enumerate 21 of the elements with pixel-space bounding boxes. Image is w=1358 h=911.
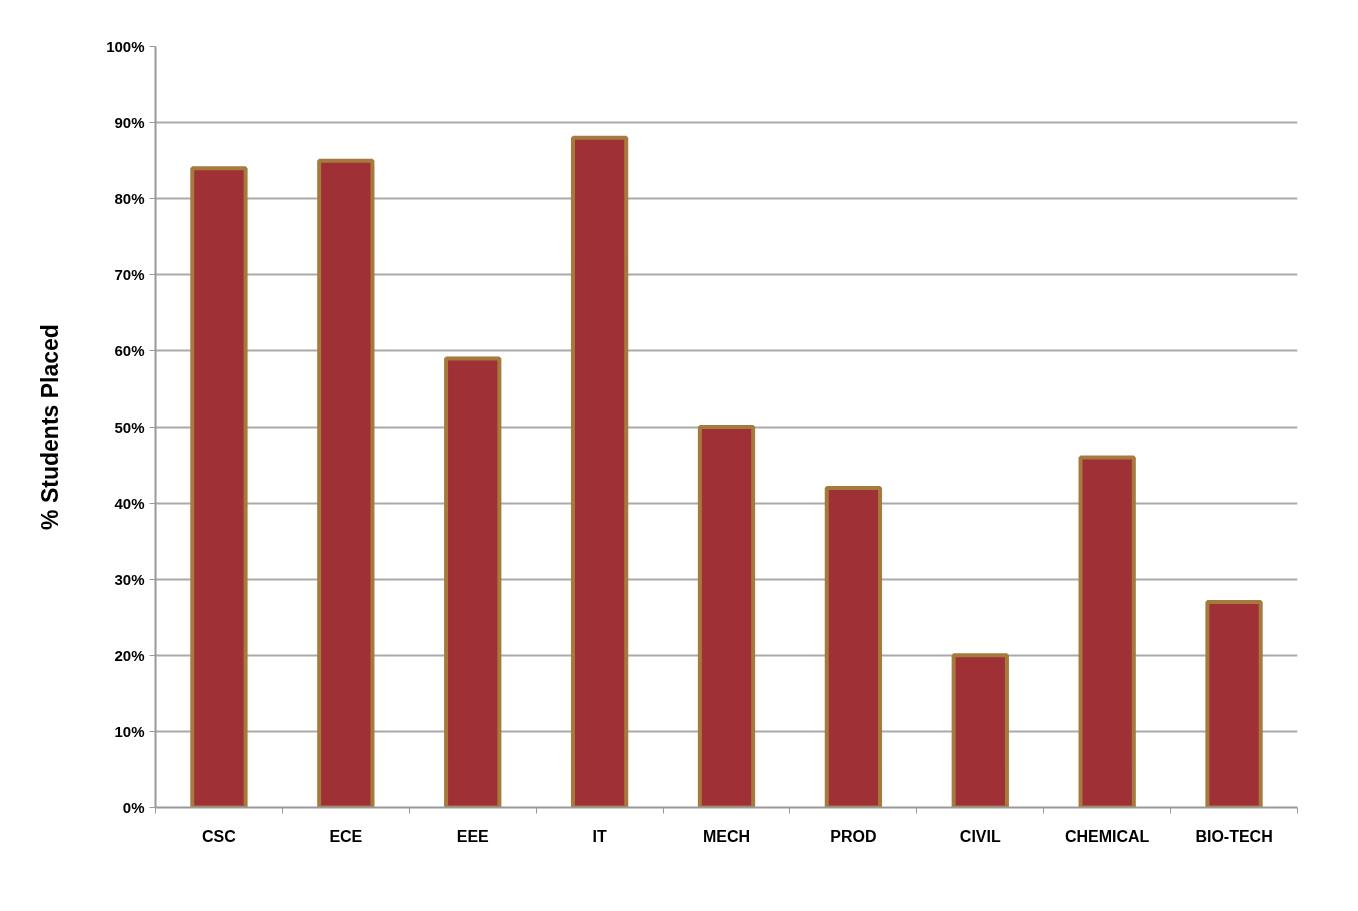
y-tick-label: 20%	[114, 646, 145, 664]
y-tick-label: 10%	[114, 722, 145, 740]
x-tick-label: PROD	[830, 827, 877, 845]
x-tick-label: CIVIL	[959, 827, 1001, 845]
y-axis-title: % Students Placed	[37, 324, 64, 530]
x-tick-label: MECH	[702, 827, 751, 845]
x-tick-label: EEE	[456, 827, 490, 845]
y-tick-label: 90%	[114, 114, 145, 132]
y-tick-label: 50%	[114, 418, 145, 436]
y-tick-label: 80%	[114, 190, 145, 208]
x-tick-label: BIO-TECH	[1195, 827, 1273, 845]
y-tick-label: 70%	[114, 266, 145, 284]
y-tick-label: 100%	[106, 38, 145, 55]
x-tick-label: IT	[592, 827, 607, 845]
x-tick-label: ECE	[329, 827, 363, 845]
y-tick-label: 0%	[122, 799, 145, 816]
y-tick-label: 60%	[114, 342, 145, 360]
x-tick-label: CSC	[202, 827, 237, 845]
x-tick-label: CHEMICAL	[1064, 827, 1150, 845]
y-tick-label: 40%	[114, 494, 145, 512]
y-tick-label: 30%	[114, 570, 145, 588]
